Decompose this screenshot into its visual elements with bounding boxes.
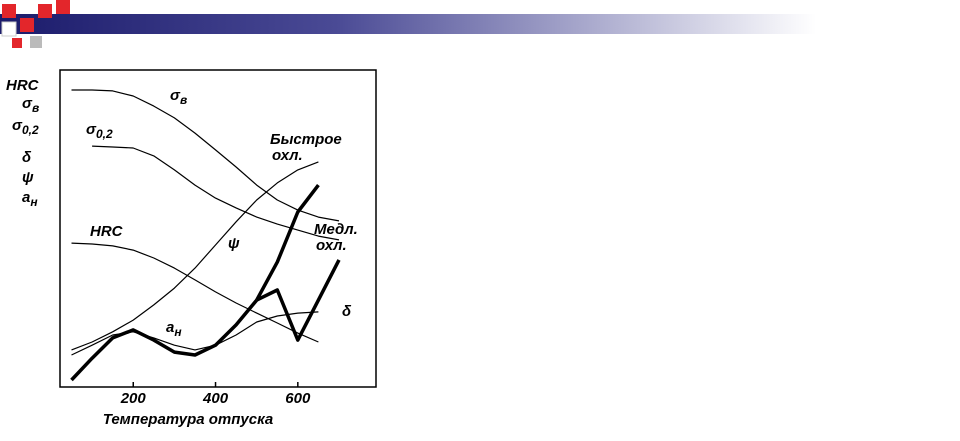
series-label-text: σ [170, 87, 181, 104]
line [71, 311, 319, 356]
series-label: охл. [272, 147, 303, 164]
y-axis-label-text: a [22, 189, 30, 206]
y-axis-label-sub: н [30, 195, 38, 209]
y-axis-label-sub: 0,2 [22, 123, 39, 137]
y-axis-label-text: δ [22, 149, 32, 166]
y-axis-label-text: σ [22, 95, 33, 112]
series-label: σ0,2 [86, 121, 113, 141]
title-bar [0, 14, 960, 34]
x-tick-label: 200 [120, 390, 147, 407]
line [255, 259, 341, 342]
series-label: δ [342, 303, 352, 320]
y-axis-label: δ [22, 149, 32, 166]
y-axis-label-text: HRC [6, 77, 40, 94]
logo-square [2, 4, 16, 18]
line [70, 298, 259, 382]
series-label-text: σ [86, 121, 97, 138]
logo-square [12, 38, 22, 48]
line [255, 184, 320, 301]
series-label-text: a [166, 319, 174, 336]
series-label: HRC [90, 223, 124, 240]
series-label: ψ [228, 235, 240, 252]
series-label-sub: н [174, 325, 182, 339]
y-axis-label-text: σ [12, 117, 23, 134]
series-label: σв [170, 87, 187, 107]
y-axis-label: ψ [22, 169, 34, 186]
series-label: aн [166, 319, 182, 339]
series-label-text: Медл. [314, 221, 358, 238]
plot-frame [59, 69, 377, 388]
line [92, 145, 340, 241]
series-label-text: ψ [228, 235, 240, 252]
y-axis-label: σв [22, 95, 39, 115]
logo-square [20, 18, 34, 32]
x-tick-label: 400 [202, 390, 229, 407]
series-label-sub: 0,2 [96, 127, 113, 141]
series-label: Медл. [314, 221, 358, 238]
y-axis-label: σ0,2 [12, 117, 39, 137]
series-label-text: Быстрое [270, 131, 342, 148]
line [71, 89, 340, 222]
y-axis-label: aн [22, 189, 38, 209]
y-axis-label: HRC [6, 77, 40, 94]
logo-square [38, 4, 52, 18]
logo-square [1, 21, 17, 37]
y-axis-label-text: ψ [22, 169, 34, 186]
x-axis-label: Температура отпуска [103, 411, 274, 428]
logo-square [30, 36, 42, 48]
series-label-sub: в [180, 93, 187, 107]
y-axis-label-sub: в [32, 101, 39, 115]
line [71, 242, 319, 343]
x-tick-label: 600 [285, 390, 311, 407]
series-label: охл. [316, 237, 347, 254]
series-label: Быстрое [270, 131, 342, 148]
series-label-text: δ [342, 303, 352, 320]
series-label-text: HRC [90, 223, 124, 240]
line [71, 161, 319, 351]
logo-square [56, 0, 70, 14]
